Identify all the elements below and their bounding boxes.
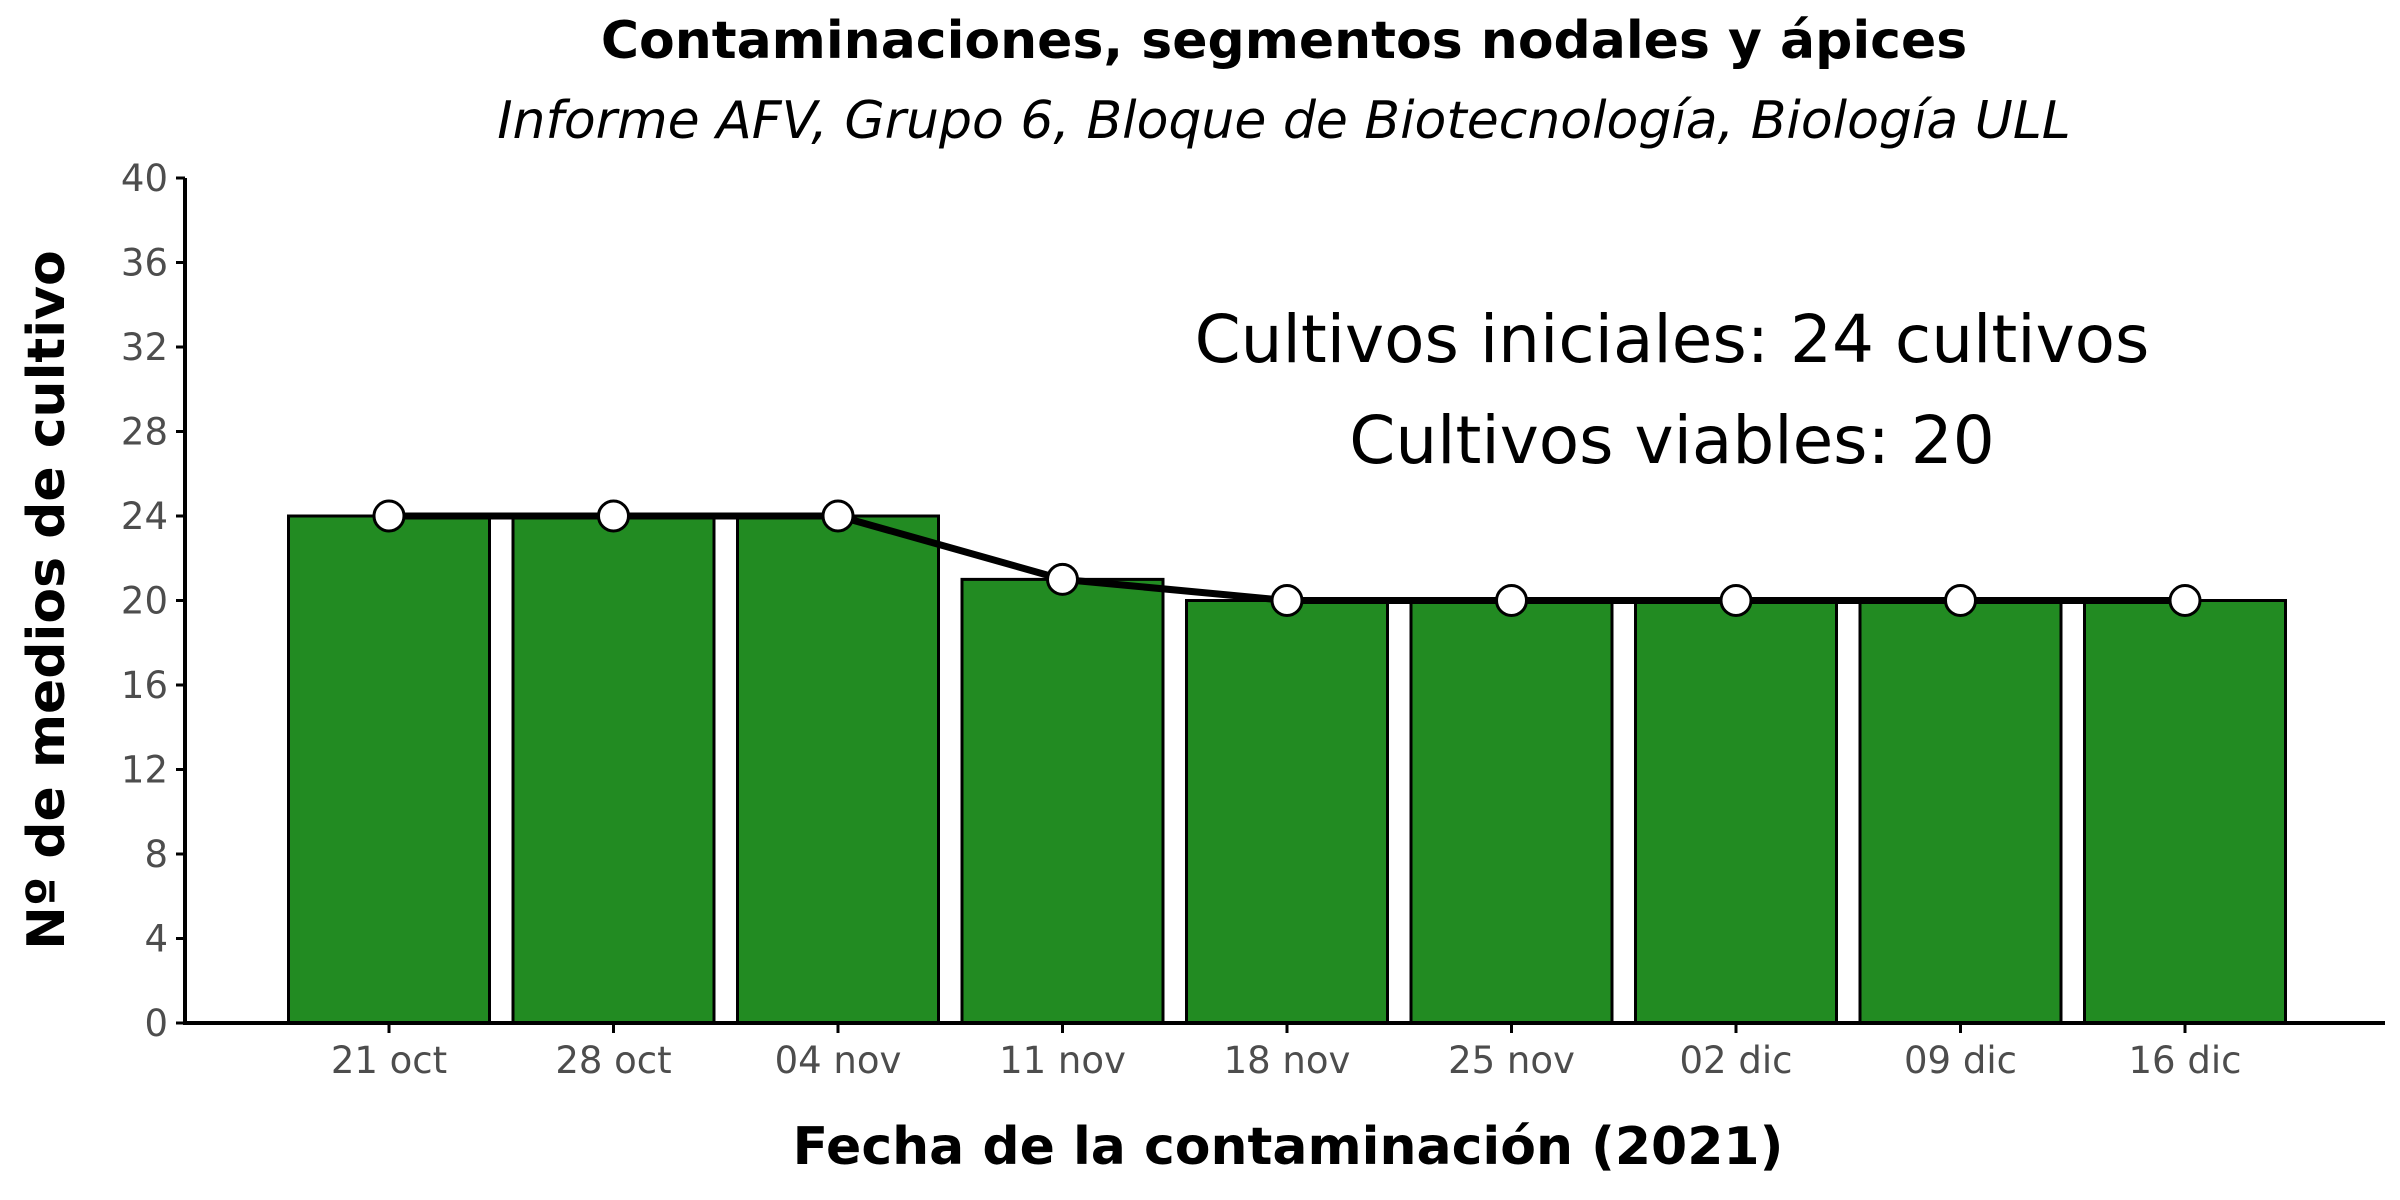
- x-tick-label-7: 09 dic: [1904, 1039, 2017, 1082]
- annotation-viable-cultures: Cultivos viables: 20: [1349, 402, 1995, 479]
- x-ticks-layer: 21 oct 28 oct 04 nov 11 nov 18 nov 25 nov 02 d…: [331, 1023, 2242, 1082]
- annotation-initial-cultures: Cultivos iniciales: 24 cultivos: [1195, 301, 2150, 378]
- bar-4: [1185, 599, 1389, 1025]
- bar-1: [511, 514, 716, 1025]
- y-tick-label-6: 24: [121, 495, 168, 538]
- x-tick-label-5: 25 nov: [1448, 1039, 1575, 1082]
- bar-5: [1409, 599, 1614, 1025]
- data-point-0: [372, 499, 406, 533]
- x-axis-title: Fecha de la contaminación (2021): [793, 1117, 1784, 1177]
- x-tick-label-1: 28 oct: [555, 1039, 671, 1082]
- bars-layer: [287, 514, 2287, 1025]
- bar-7: [1858, 599, 2063, 1025]
- data-point-4: [1270, 584, 1304, 617]
- data-point-6: [1719, 584, 1753, 617]
- y-tick-label-0: 0: [144, 1002, 168, 1045]
- y-tick-label-2: 8: [144, 833, 168, 876]
- y-tick-label-1: 4: [144, 918, 168, 961]
- data-point-3: [1046, 562, 1079, 596]
- data-point-8: [2168, 584, 2202, 617]
- y-tick-label-7: 28: [121, 411, 168, 454]
- x-tick-label-2: 04 nov: [775, 1039, 902, 1082]
- bar-8: [2083, 599, 2287, 1025]
- data-point-7: [1944, 584, 1977, 617]
- y-tick-label-10: 40: [121, 157, 168, 200]
- data-point-5: [1495, 584, 1528, 617]
- data-point-2: [821, 499, 855, 533]
- y-tick-label-5: 20: [121, 580, 168, 623]
- bar-6: [1634, 599, 1838, 1025]
- bar-0: [287, 514, 491, 1025]
- x-tick-label-4: 18 nov: [1224, 1039, 1351, 1082]
- x-tick-label-0: 21 oct: [331, 1039, 447, 1082]
- data-point-1: [597, 499, 630, 533]
- y-ticks-layer: 0 4 8 12 16 20 24 28 32 36 40: [121, 157, 185, 1045]
- x-tick-label-3: 11 nov: [999, 1039, 1126, 1082]
- y-tick-label-8: 32: [121, 326, 168, 369]
- x-tick-label-8: 16 dic: [2129, 1039, 2242, 1082]
- points-layer: [372, 499, 2202, 617]
- y-tick-label-4: 16: [121, 664, 168, 707]
- y-tick-label-3: 12: [121, 749, 168, 792]
- chart-title: Contaminaciones, segmentos nodales y ápi…: [601, 11, 1967, 71]
- chart-subtitle: Informe AFV, Grupo 6, Bloque de Biotecno…: [497, 91, 2071, 151]
- y-tick-label-9: 36: [121, 242, 168, 285]
- y-axis-title: Nº de medios de cultivo: [17, 250, 77, 949]
- bar-3: [960, 577, 1165, 1025]
- x-tick-label-6: 02 dic: [1680, 1039, 1793, 1082]
- bar-2: [736, 514, 940, 1025]
